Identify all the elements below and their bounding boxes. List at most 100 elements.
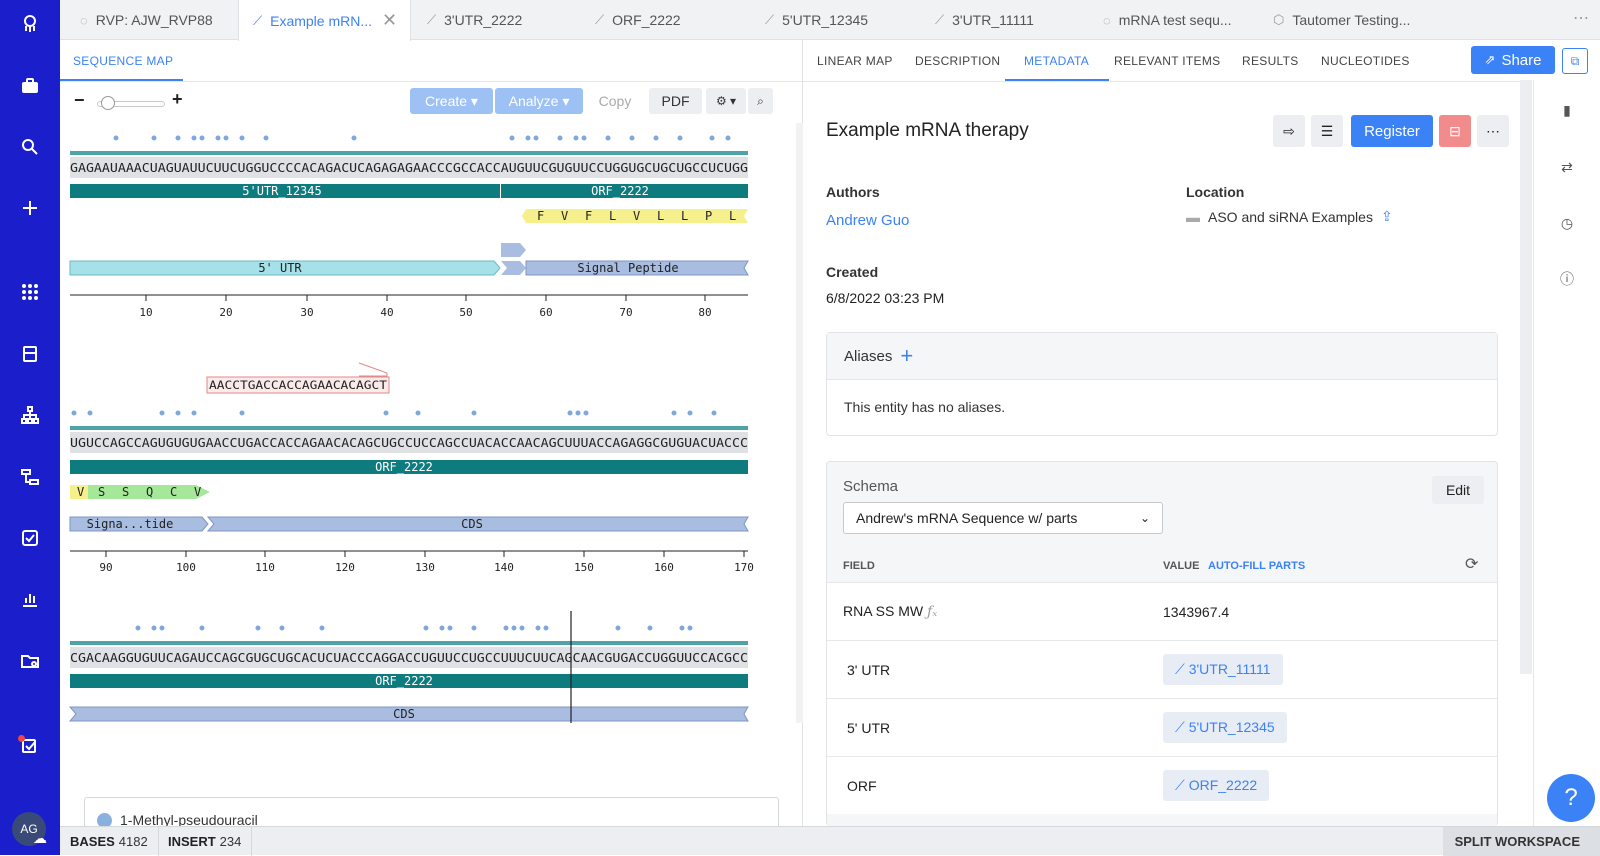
field-column-header: FIELD <box>843 560 875 572</box>
annotation-small[interactable] <box>501 243 526 257</box>
zoom-out-icon[interactable]: − <box>74 90 85 110</box>
search-map-icon[interactable]: ⌕ <box>748 88 773 114</box>
sequence-row-3[interactable] <box>70 647 748 668</box>
tab-results[interactable]: RESULTS <box>1242 54 1299 68</box>
svg-text:V: V <box>194 485 201 499</box>
zoom-in-icon[interactable]: + <box>172 89 183 109</box>
map-scrollbar[interactable] <box>796 123 803 723</box>
translation-bar[interactable] <box>522 209 748 223</box>
move-folder-icon[interactable]: ⇨ <box>1273 115 1305 147</box>
copy-button[interactable]: Copy <box>598 93 632 109</box>
upload-icon[interactable]: ⇪ <box>1380 208 1393 224</box>
search-icon[interactable] <box>0 127 60 167</box>
svg-text:70: 70 <box>619 306 632 319</box>
history-icon[interactable]: ◷ <box>1560 214 1574 231</box>
annotation-cds[interactable] <box>68 706 749 722</box>
tab-linear-map[interactable]: LINEAR MAP <box>817 54 893 68</box>
apps-icon[interactable] <box>0 272 60 312</box>
svg-text:S: S <box>98 485 105 499</box>
annotation-label: Signal Peptide <box>577 261 678 275</box>
annotation-signal-peptide[interactable] <box>69 516 209 532</box>
svg-text:140: 140 <box>494 561 514 574</box>
avatar[interactable]: AG <box>12 812 46 846</box>
feature-orf[interactable] <box>70 674 748 688</box>
register-button[interactable]: Register <box>1351 115 1433 147</box>
more-tabs-icon[interactable]: ⋯ <box>1573 10 1590 27</box>
tab-nucleotides[interactable]: NUCLEOTIDES <box>1321 54 1410 68</box>
part-chip[interactable]: ⟋ 3'UTR_11111 <box>1163 654 1283 685</box>
split-workspace-button[interactable]: SPLIT WORKSPACE <box>1442 827 1600 856</box>
created-label: Created <box>826 264 879 280</box>
notifications-icon[interactable] <box>0 725 60 765</box>
author-link[interactable]: Andrew Guo <box>826 212 910 229</box>
plus-icon[interactable] <box>0 188 60 228</box>
sequence-row-2[interactable] <box>70 432 748 453</box>
swap-icon[interactable]: ⇄ <box>1561 158 1573 175</box>
close-icon[interactable]: ✕ <box>382 10 398 30</box>
tab-tautomer[interactable]: ⬡ Tautomer Testing... <box>1273 12 1411 28</box>
copy-window-icon[interactable]: ⧉ <box>1562 48 1588 74</box>
more-icon[interactable]: ⋯ <box>1477 115 1509 147</box>
annotation-5utr[interactable] <box>69 260 501 276</box>
analyze-button[interactable]: Analyze ▾ <box>495 88 583 114</box>
filter-icon[interactable]: ☰ <box>1311 115 1343 147</box>
part-chip[interactable]: ⟋ 5'UTR_12345 <box>1163 712 1287 743</box>
logo-icon[interactable] <box>0 4 60 44</box>
tab-sequence-map[interactable]: SEQUENCE MAP <box>73 54 174 68</box>
metadata-scrollbar[interactable] <box>1520 80 1532 674</box>
tab-metadata[interactable]: METADATA <box>1024 54 1090 68</box>
tasks-icon[interactable] <box>0 518 60 558</box>
annotation-signal-peptide[interactable] <box>525 260 749 276</box>
tab-relevant-items[interactable]: RELEVANT ITEMS <box>1114 54 1221 68</box>
add-alias-icon[interactable]: + <box>900 343 914 368</box>
tab-5utr-12345[interactable]: ⟋ 5'UTR_12345 <box>765 12 869 28</box>
feature-5utr[interactable] <box>70 184 500 198</box>
workflow-icon[interactable] <box>0 457 60 497</box>
share-button[interactable]: ⇗ Share <box>1471 46 1555 74</box>
table-row: 3' UTR ⟋ 3'UTR_11111 <box>827 640 1497 698</box>
annotation-label: Signa...tide <box>87 517 174 531</box>
info-icon[interactable]: ⓘ <box>1560 271 1574 287</box>
create-button[interactable]: Create ▾ <box>410 88 493 114</box>
settings-button[interactable]: ⚙ ▾ <box>706 88 746 114</box>
svg-text:L: L <box>729 209 736 223</box>
ruler-ticks: 10 20 30 40 50 60 70 80 <box>139 306 711 319</box>
translation-bar[interactable] <box>88 485 210 499</box>
feature-orf[interactable] <box>501 184 748 198</box>
pdf-button[interactable]: PDF <box>649 88 702 114</box>
tab-example-mrna[interactable]: ⟋ Example mRN... ✕ <box>238 0 411 41</box>
tab-description[interactable]: DESCRIPTION <box>915 54 1001 68</box>
zoom-slider[interactable] <box>97 101 165 107</box>
tab-3utr-11111[interactable]: ⟋ 3'UTR_11111 <box>935 12 1034 28</box>
refresh-icon[interactable]: ⟳ <box>1465 556 1479 573</box>
zoom-slider-handle[interactable] <box>101 96 115 110</box>
sequence-row-1[interactable] <box>70 157 748 178</box>
part-chip[interactable]: ⟋ ORF_2222 <box>1163 770 1270 801</box>
annotation-small[interactable] <box>501 261 526 275</box>
briefcase-icon[interactable] <box>0 66 60 106</box>
archive-icon[interactable]: ⊟ <box>1439 115 1471 147</box>
location-label: Location <box>1186 184 1245 200</box>
analytics-icon[interactable] <box>0 579 60 619</box>
bookmark-icon[interactable]: ▮ <box>1563 101 1571 118</box>
dna-icon: ⟋ <box>1175 719 1185 735</box>
primer[interactable] <box>206 376 390 394</box>
modification-dots-row2 <box>71 410 717 416</box>
edit-button[interactable]: Edit <box>1432 476 1484 504</box>
tab-mrna-test[interactable]: ◌ mRNA test sequ... <box>1103 12 1232 28</box>
autofill-parts-link[interactable]: AUTO-FILL PARTS <box>1208 560 1306 572</box>
inventory-icon[interactable] <box>0 334 60 374</box>
hierarchy-icon[interactable] <box>0 395 60 435</box>
tab-rvp[interactable]: ◌ RVP: AJW_RVP88 <box>80 12 213 28</box>
tab-3utr-2222[interactable]: ⟋ 3'UTR_2222 <box>427 12 523 28</box>
sequence-map[interactable]: GAGAAUAAACUAGUAUUCUUCUGGUCCCCACAGACUCAGA… <box>60 123 803 773</box>
tab-orf-2222[interactable]: ⟋ ORF_2222 <box>595 12 681 28</box>
help-button[interactable]: ? <box>1547 774 1595 822</box>
location-value[interactable]: ▬ ASO and siRNA Examples ⇪ <box>1186 208 1393 225</box>
annotation-cds[interactable] <box>206 516 749 532</box>
folder-settings-icon[interactable] <box>0 641 60 681</box>
svg-text:20: 20 <box>219 306 232 319</box>
tab-bar: ◌ RVP: AJW_RVP88 ⟋ Example mRN... ✕ ⟋ 3'UTR_… <box>60 0 1600 41</box>
feature-orf[interactable] <box>70 460 748 474</box>
schema-select[interactable]: Andrew's mRNA Sequence w/ parts ⌄ <box>843 502 1163 534</box>
